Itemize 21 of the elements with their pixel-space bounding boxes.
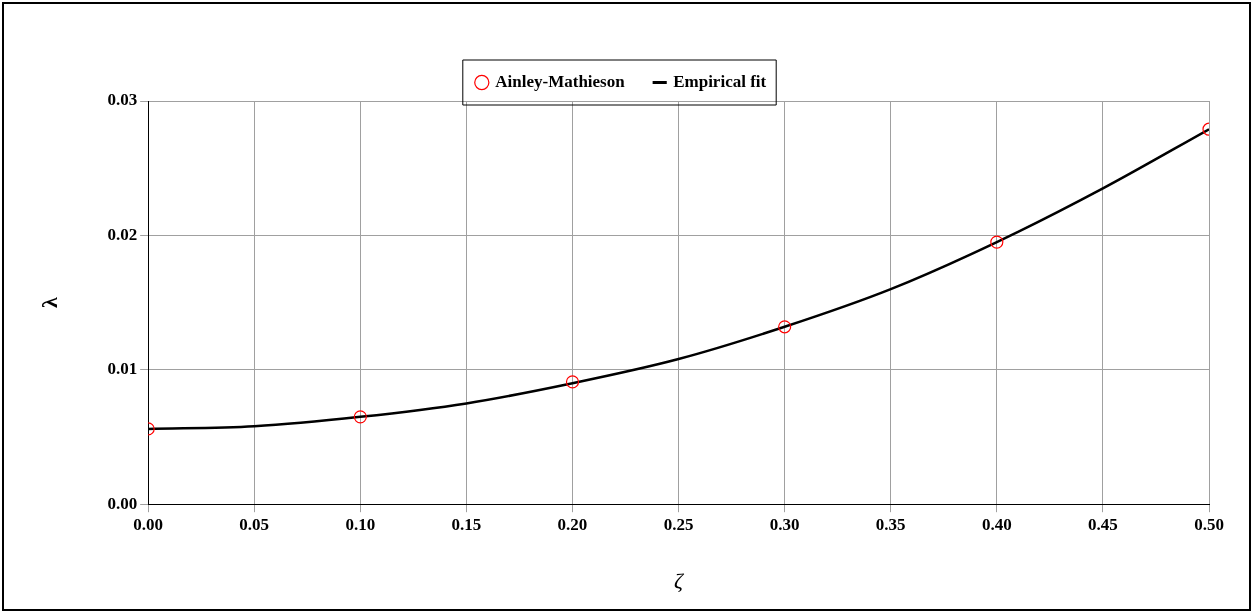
x-tick-label: 0.45 xyxy=(1088,514,1118,534)
x-tick-label: 0.30 xyxy=(769,514,800,534)
x-tick-label: 0.20 xyxy=(557,514,588,534)
x-tick-label: 0.25 xyxy=(663,514,694,534)
point xyxy=(778,320,792,334)
y-tick-label: 0.01 xyxy=(107,359,138,379)
y-tick-label: 0.00 xyxy=(107,493,138,513)
y-tick-label: 0.02 xyxy=(107,224,138,244)
point xyxy=(565,375,580,389)
x-tick-label: 0.10 xyxy=(345,514,376,534)
legend-label: Empirical fit xyxy=(673,71,767,91)
x-tick-label: 0.50 xyxy=(1194,514,1224,534)
x-tick-label: 0.15 xyxy=(451,514,482,534)
y-tick-label: 0.03 xyxy=(107,90,138,110)
x-tick-label: 0.05 xyxy=(239,514,270,534)
x-axis-title: ζ xyxy=(674,567,686,593)
x-tick-label: 0.00 xyxy=(133,514,164,534)
legend-label: Ainley-Mathieson xyxy=(495,71,626,91)
y-axis-title: λ xyxy=(36,297,62,309)
x-tick-label: 0.35 xyxy=(875,514,906,534)
x-tick-label: 0.40 xyxy=(981,514,1012,534)
